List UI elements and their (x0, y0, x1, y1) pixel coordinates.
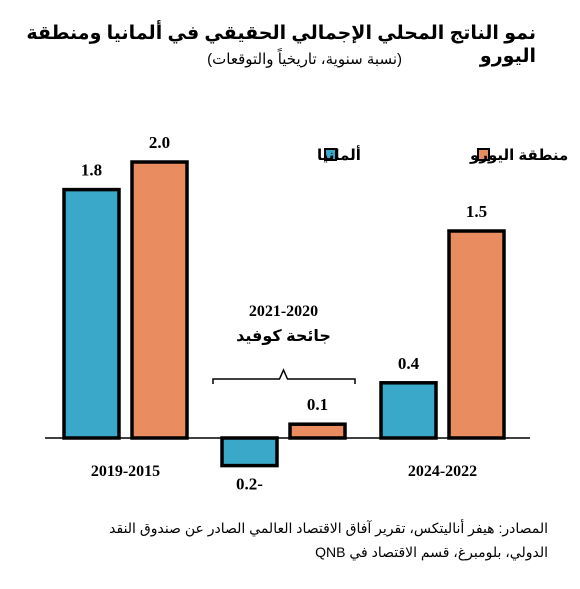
source-line-2: الدولي، بلومبرغ، قسم الاقتصاد في QNB (315, 544, 548, 560)
legend-swatch-germany (324, 148, 337, 161)
bar-germany-0 (62, 187, 121, 440)
data-label-euro-0: 2.0 (149, 133, 170, 152)
category-label-2: 2024-2022 (408, 463, 477, 480)
annotation-period-label: 2021-2020 (249, 303, 318, 320)
bar-euro-1 (288, 422, 347, 440)
chart-subtitle: (نسبة سنوية، تاريخياً والتوقعات) (207, 51, 402, 68)
legend-label-euro: منطقة اليورو (469, 147, 568, 164)
source-note: المصادر: هيفر أناليتكس، تقرير آفاق الاقت… (28, 516, 548, 564)
data-label-germany-0: 1.8 (81, 161, 102, 180)
chart-title: نمو الناتج المحلي الإجمالي الحقيقي في أل… (26, 23, 536, 67)
legend-swatch-euro (477, 148, 490, 161)
data-label-germany-2: 0.4 (398, 354, 420, 373)
bar-germany-2 (379, 381, 438, 440)
bar-chart: 1.8 2.0 0.2- 0.1 0.4 1.5 2019-2015 2024-2022 202… (45, 133, 568, 494)
annotation-covid-label: جائحة كوفيد (236, 328, 331, 345)
bar-euro-2 (447, 229, 506, 440)
data-label-euro-1: 0.1 (307, 395, 328, 414)
annotation-bracket (212, 368, 356, 384)
source-line-1: المصادر: هيفر أناليتكس، تقرير آفاق الاقت… (109, 520, 548, 536)
legend-label-germany: ألمانيا (317, 145, 361, 164)
data-label-euro-2: 1.5 (466, 202, 487, 221)
category-label-0: 2019-2015 (91, 463, 160, 480)
data-label-germany-1: 0.2- (236, 475, 263, 494)
bar-euro-0 (130, 160, 189, 440)
bar-germany-1 (220, 436, 279, 468)
